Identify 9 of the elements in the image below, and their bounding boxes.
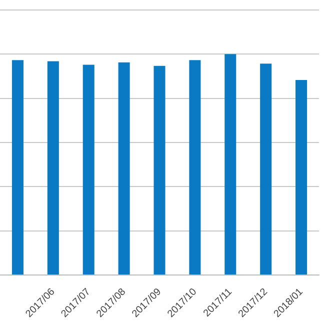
- bar: [12, 60, 24, 274]
- bar: [82, 64, 94, 274]
- bar: [224, 54, 236, 274]
- bar: [154, 66, 166, 274]
- bar: [189, 60, 201, 274]
- bar: [118, 62, 130, 274]
- bar: [47, 61, 59, 274]
- bar: [296, 80, 308, 274]
- bar: [260, 64, 272, 274]
